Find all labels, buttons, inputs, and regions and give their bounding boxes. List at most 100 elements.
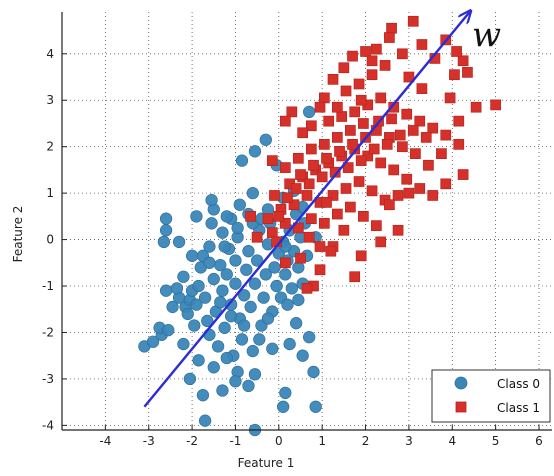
class-0-point xyxy=(220,268,233,281)
class-0-point xyxy=(201,314,214,328)
class-0-point xyxy=(188,319,201,332)
class-1-point xyxy=(407,15,419,27)
class-1-point xyxy=(305,143,317,155)
y-tick-label: 2 xyxy=(46,140,54,154)
class-1-point xyxy=(403,187,415,199)
class-1-point xyxy=(394,129,406,141)
class-1-point xyxy=(451,46,462,57)
legend-marker-class-1 xyxy=(455,401,467,413)
class-1-point xyxy=(327,190,339,201)
class-1-point xyxy=(414,115,426,127)
class-0-point xyxy=(203,328,216,341)
class-0-point xyxy=(205,193,218,207)
tick-labels: -4 -3 -2 -1 0 1 2 3 4 5 6 -4 -3 -2 -1 0 1 2 3 4 xyxy=(42,47,543,448)
class-0-point xyxy=(211,340,225,353)
class-1-point xyxy=(325,245,337,257)
x-tick-label: 4 xyxy=(448,434,456,448)
class-1-point xyxy=(292,222,304,234)
class-1-point xyxy=(401,108,413,120)
class-0-point xyxy=(216,226,229,239)
class-1-point xyxy=(323,115,335,127)
class-1-point xyxy=(403,71,415,83)
class-1-point xyxy=(444,92,456,104)
class-1-point xyxy=(392,190,404,201)
class-1-point xyxy=(427,190,439,201)
class-1-point xyxy=(453,115,465,127)
class-0-point xyxy=(183,372,197,386)
class-0-point xyxy=(257,291,270,304)
class-0-point xyxy=(244,300,257,314)
class-1-point xyxy=(245,211,256,222)
class-0-point xyxy=(216,284,229,297)
class-1-point xyxy=(329,166,341,178)
y-tick-label: -2 xyxy=(42,325,54,339)
y-tick-label: -4 xyxy=(42,418,54,432)
class-1-point xyxy=(251,231,263,243)
y-tick-label: -3 xyxy=(42,372,54,386)
class-1-point xyxy=(279,115,291,127)
x-tick-label: 5 xyxy=(492,434,500,448)
class-0-point xyxy=(233,198,246,211)
class-1-point xyxy=(414,183,426,194)
class-0-point xyxy=(240,263,253,276)
class-0-point xyxy=(292,293,305,307)
class-1-point xyxy=(392,224,404,236)
class-0-point xyxy=(277,400,290,413)
class-0-point xyxy=(235,154,249,167)
x-tick-label: -2 xyxy=(186,434,198,448)
class-1-point xyxy=(262,213,274,225)
class-0-point xyxy=(268,261,281,274)
class-1-point xyxy=(345,125,356,136)
class-1-point xyxy=(334,145,345,157)
class-0-point xyxy=(192,354,205,367)
legend-label-class-1: Class 1 xyxy=(497,401,540,415)
class-1-point xyxy=(340,85,352,97)
class-1-point xyxy=(490,99,501,111)
class-0-point xyxy=(220,210,233,223)
class-0-point xyxy=(229,277,242,290)
class-1-point xyxy=(366,55,378,67)
class-0-point xyxy=(172,235,186,249)
class-0-point xyxy=(224,310,238,323)
class-1-point xyxy=(318,139,330,150)
class-1-point xyxy=(332,208,343,220)
class-1-point xyxy=(358,211,369,222)
class-0-point xyxy=(166,300,179,314)
class-1-point xyxy=(366,185,378,197)
class-1-point xyxy=(349,106,361,118)
class-0-point xyxy=(218,321,231,334)
class-1-point xyxy=(366,69,378,81)
class-0-point xyxy=(242,245,255,258)
class-1-point xyxy=(279,162,291,173)
class-0-point xyxy=(218,240,231,253)
class-1-point xyxy=(282,192,293,204)
class-0-point xyxy=(146,335,160,348)
class-1-point xyxy=(301,190,313,201)
class-1-point xyxy=(266,227,278,238)
class-0-point xyxy=(259,133,272,146)
x-axis-label: Feature 1 xyxy=(238,456,295,470)
class-1-point xyxy=(347,139,358,150)
class-0-point xyxy=(259,268,272,281)
class-1-point xyxy=(440,178,452,190)
class-1-point xyxy=(318,217,330,229)
class-0-point xyxy=(246,186,259,200)
class-1-point xyxy=(332,101,343,113)
class-0-point xyxy=(216,384,229,397)
class-1-point xyxy=(358,118,369,129)
legend-marker-class-0 xyxy=(454,376,468,390)
class-1-point xyxy=(420,132,432,143)
projection-vector xyxy=(143,12,469,408)
legend-box xyxy=(431,369,551,423)
class-1-point xyxy=(453,139,465,150)
class-1-point xyxy=(345,201,356,213)
class-0-point xyxy=(309,400,322,413)
y-tick-label: 0 xyxy=(46,233,54,247)
class-1-point xyxy=(290,183,302,194)
y-tick-label: 3 xyxy=(46,93,54,107)
class-0-point xyxy=(207,361,220,374)
class-0-point xyxy=(229,254,242,267)
class-1-point xyxy=(449,69,460,81)
class-1-point xyxy=(401,173,413,185)
